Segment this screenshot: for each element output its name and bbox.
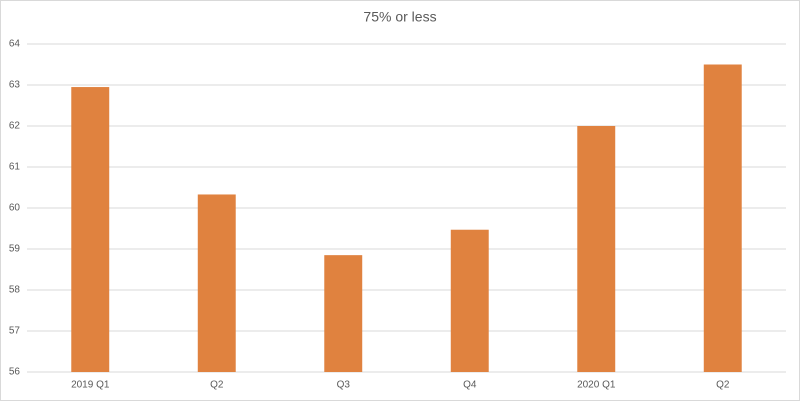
bar — [450, 229, 489, 372]
bar — [577, 126, 616, 372]
y-tick-label: 56 — [9, 367, 21, 378]
x-tick-label: Q2 — [716, 380, 730, 391]
x-tick-label: 2019 Q1 — [71, 380, 110, 391]
y-tick-label: 57 — [9, 326, 21, 337]
bar — [703, 64, 742, 372]
y-tick-label: 64 — [9, 39, 21, 50]
x-tick-label: 2020 Q1 — [577, 380, 616, 391]
x-tick-label: Q3 — [337, 380, 351, 391]
y-tick-label: 58 — [9, 285, 21, 296]
y-tick-label: 63 — [9, 80, 21, 91]
bar — [71, 87, 110, 373]
x-tick-label: Q4 — [463, 380, 477, 391]
bar — [324, 255, 363, 372]
bar — [197, 194, 236, 372]
y-tick-label: 60 — [9, 203, 21, 214]
x-tick-label: Q2 — [210, 380, 224, 391]
y-tick-label: 61 — [9, 162, 21, 173]
y-tick-label: 62 — [9, 121, 21, 132]
chart-title: 75% or less — [363, 9, 436, 25]
y-tick-label: 59 — [9, 244, 21, 255]
